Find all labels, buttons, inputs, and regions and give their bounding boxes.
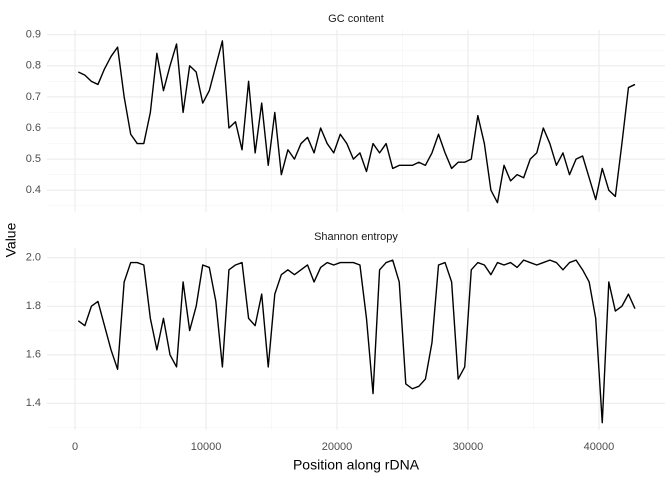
x-axis-title: Position along rDNA	[293, 457, 420, 473]
y-axis-title: Value	[3, 222, 19, 257]
y-tick-label: 0.5	[26, 153, 41, 165]
y-tick-label: 0.7	[26, 91, 41, 103]
y-tick-label: 1.6	[26, 349, 41, 361]
x-tick-label: 40000	[584, 441, 615, 453]
y-tick-label: 0.4	[26, 184, 41, 196]
y-tick-label: 0.9	[26, 29, 41, 41]
y-tick-label: 2.0	[26, 252, 41, 264]
y-tick-label: 1.8	[26, 300, 41, 312]
x-tick-label: 30000	[453, 441, 484, 453]
panel-title: Shannon entropy	[314, 231, 398, 243]
x-tick-label: 10000	[191, 441, 222, 453]
y-tick-label: 0.8	[26, 60, 41, 72]
data-line	[77, 259, 636, 424]
x-tick-label: 0	[72, 441, 78, 453]
y-tick-label: 0.6	[26, 122, 41, 134]
data-line	[78, 40, 636, 204]
x-tick-label: 20000	[322, 441, 353, 453]
panel-title: GC content	[328, 13, 384, 25]
y-tick-label: 1.4	[26, 397, 41, 409]
